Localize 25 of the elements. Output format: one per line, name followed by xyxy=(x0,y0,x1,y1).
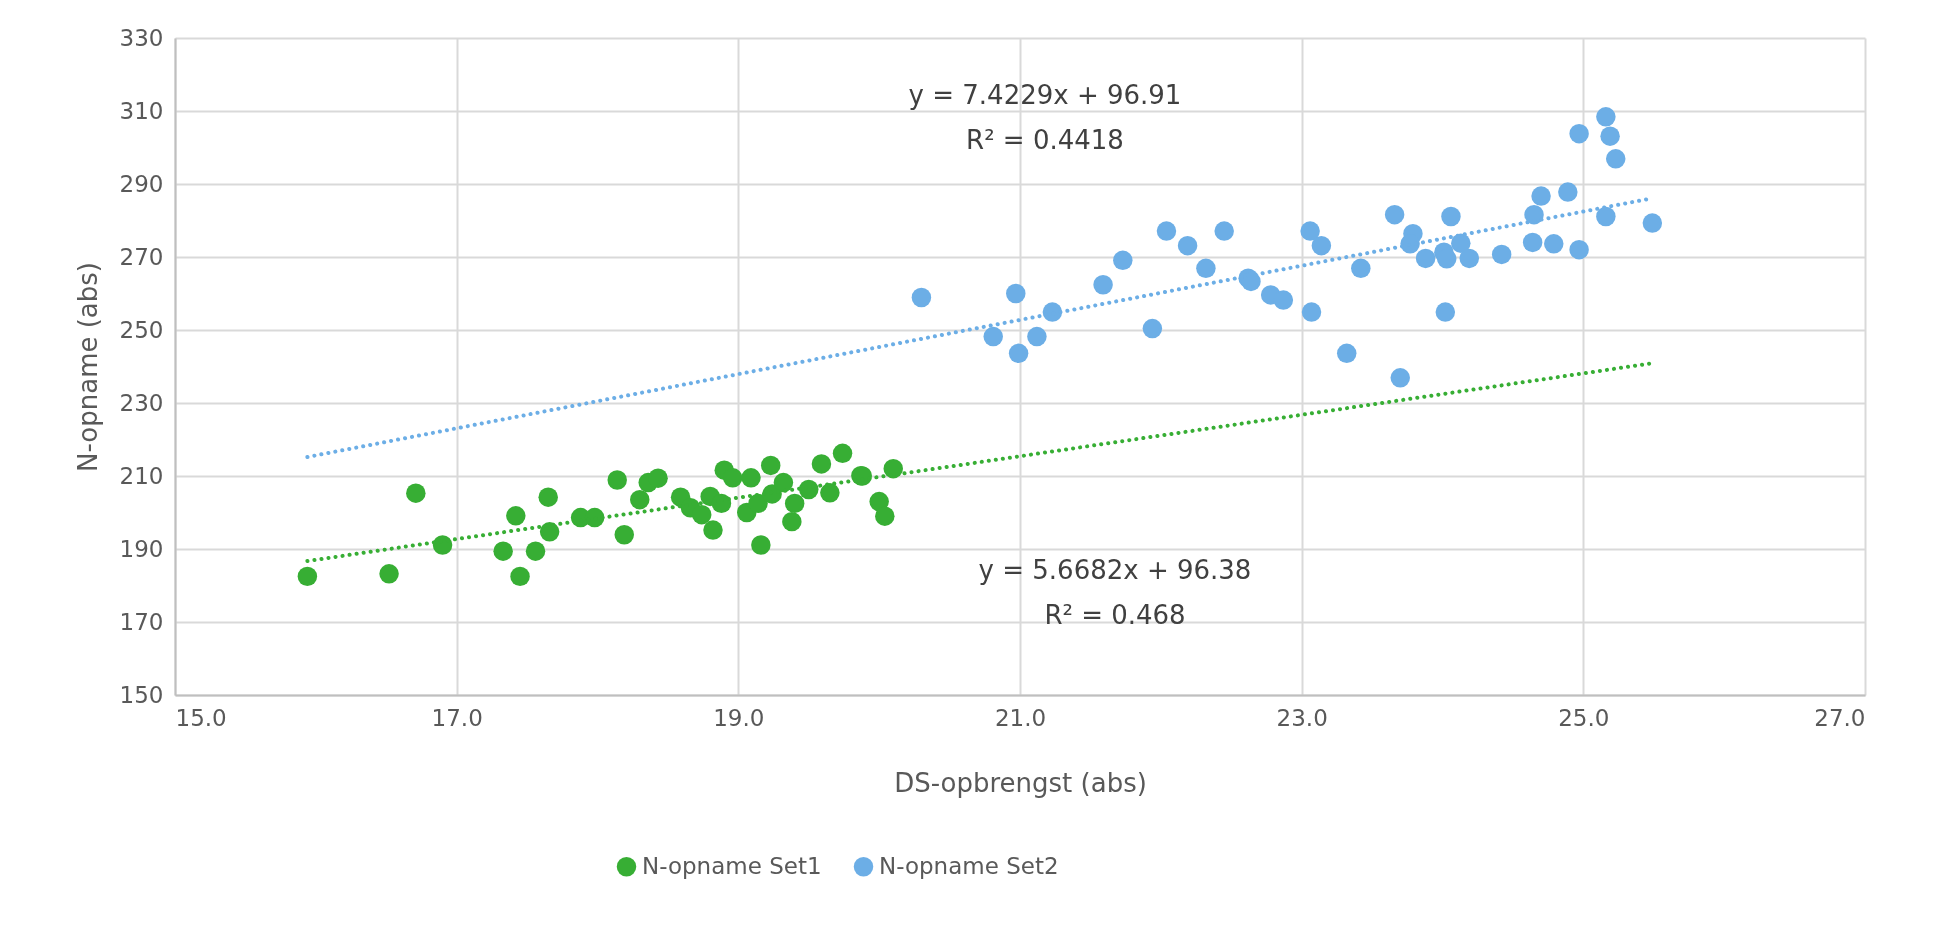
y-tick-label: 150 xyxy=(119,681,164,708)
x-tick-label: 15.0 xyxy=(175,704,227,731)
y-axis-title: N-opname (abs) xyxy=(72,262,103,472)
x-tick-label: 17.0 xyxy=(431,704,483,731)
legend-label: N-opname Set1 xyxy=(642,852,822,879)
x-axis-title: DS-opbrengst (abs) xyxy=(894,767,1147,798)
x-tick-label: 23.0 xyxy=(1276,704,1328,731)
annotation: R² = 0.468 xyxy=(1044,600,1186,630)
y-tick-label: 310 xyxy=(119,97,164,124)
y-tick-label: 250 xyxy=(119,316,164,343)
y-tick-label: 170 xyxy=(119,608,164,635)
annotation: y = 5.6682x + 96.38 xyxy=(978,555,1252,585)
x-tick-label: 21.0 xyxy=(994,704,1047,731)
annotation: R² = 0.4418 xyxy=(966,125,1124,155)
annotation: y = 7.4229x + 96.91 xyxy=(908,80,1182,110)
y-tick-label: 230 xyxy=(119,389,164,416)
x-tick-label: 27.0 xyxy=(1814,704,1866,731)
legend-label: N-opname Set2 xyxy=(879,852,1059,879)
y-tick-label: 290 xyxy=(119,170,164,197)
y-tick-label: 330 xyxy=(119,24,164,51)
y-tick-label: 270 xyxy=(119,243,164,270)
x-tick-label: 19.0 xyxy=(713,704,765,731)
x-tick-label: 25.0 xyxy=(1558,704,1610,731)
y-tick-label: 210 xyxy=(119,462,164,489)
y-tick-label: 190 xyxy=(119,535,164,562)
